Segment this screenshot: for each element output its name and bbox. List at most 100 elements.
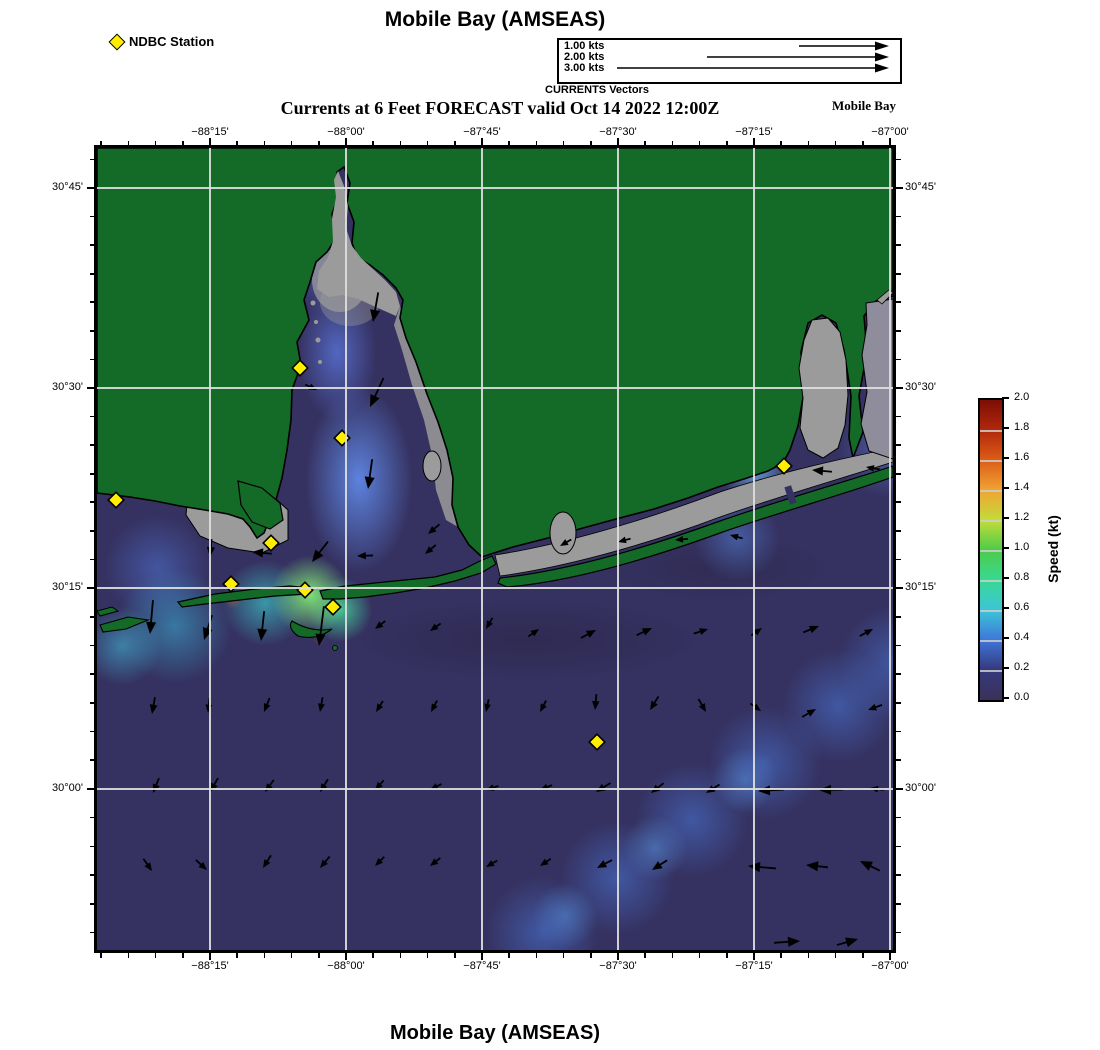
arrow-shaft: [872, 467, 880, 471]
current-arrow: [592, 693, 600, 710]
major-tick-left: [87, 187, 94, 189]
lon-label-bottom: −87°15': [735, 960, 773, 972]
perdido-pass: [784, 485, 797, 505]
ndbc-station-marker: [296, 581, 314, 599]
colorbar-divider: [980, 460, 1002, 462]
legend-speed-label: 1.00 kts: [564, 40, 605, 52]
colorbar-tick: [1002, 517, 1009, 519]
current-arrow: [430, 857, 441, 866]
arrow-shaft: [488, 617, 494, 624]
arrow-head: [758, 785, 771, 796]
current-arrow: [149, 697, 158, 714]
minor-tick-top: [508, 140, 510, 145]
lat-label-right: 30°15': [905, 581, 936, 593]
arrow-head: [430, 623, 439, 631]
west-islet: [97, 606, 120, 617]
arrow-head: [866, 465, 875, 472]
current-arrow: [774, 936, 800, 947]
arrow-shaft: [207, 697, 211, 706]
colorbar-tick: [1002, 397, 1009, 399]
arrow-head: [205, 704, 213, 713]
vector-scale-legend: 1.00 kts 2.00 kts 3.00 kts: [557, 38, 902, 84]
arrow-head: [149, 704, 158, 714]
current-arrow: [860, 861, 881, 872]
colorbar-divider: [980, 430, 1002, 432]
current-arrow: [836, 937, 858, 948]
current-arrow: [202, 614, 213, 640]
current-arrow: [486, 859, 498, 867]
arrow-head: [650, 700, 658, 710]
minor-tick-right: [896, 702, 901, 704]
arrow-shaft: [435, 622, 442, 628]
minor-tick-bottom: [372, 953, 374, 958]
current-arrow: [697, 698, 706, 712]
arrow-shaft: [580, 633, 590, 639]
colorbar-divider: [980, 580, 1002, 582]
arrow-head: [144, 862, 152, 871]
colorbar-tick: [1002, 637, 1009, 639]
colorbar-tick-label: 0.6: [1014, 601, 1030, 613]
minor-tick-bottom: [698, 953, 701, 958]
colorbar-tick-label: 2.0: [1014, 391, 1030, 403]
lon-label-bottom: −87°00': [871, 960, 909, 972]
legend-arrow-head: [875, 52, 889, 62]
arrow-head: [864, 629, 873, 636]
minor-tick-left: [89, 673, 94, 675]
dauphin-island: [176, 585, 311, 608]
petit-bois-island: [99, 616, 151, 633]
minor-tick-left: [89, 272, 94, 275]
minor-tick-right: [896, 845, 901, 848]
colorbar-divider: [980, 490, 1002, 492]
arrow-shaft: [432, 523, 441, 531]
minor-tick-left: [89, 759, 94, 762]
current-arrow: [597, 859, 613, 868]
minor-tick-bottom: [290, 953, 293, 958]
ndbc-station-marker: [262, 534, 280, 552]
minor-tick-bottom: [807, 953, 810, 958]
lat-label-left: 30°00': [52, 782, 83, 794]
major-tick-bottom: [617, 953, 619, 960]
colorbar-tick-label: 1.2: [1014, 511, 1030, 523]
current-arrow: [152, 777, 160, 793]
major-tick-bottom: [209, 953, 211, 960]
arrow-head: [870, 785, 879, 793]
colorbar-tick: [1002, 457, 1009, 459]
arrow-shaft: [802, 628, 812, 634]
ndbc-station-marker: [333, 429, 351, 447]
minor-tick-right: [896, 158, 901, 161]
map-area: [94, 145, 896, 953]
arrow-shaft: [821, 469, 833, 473]
minor-tick-right: [896, 931, 901, 934]
arrow-head: [428, 526, 437, 534]
arrow-head: [753, 628, 762, 636]
arrow-shaft: [486, 699, 490, 706]
arrow-head: [585, 630, 596, 638]
arrow-shaft: [712, 783, 721, 790]
coden-point: [237, 480, 284, 530]
minor-tick-right: [896, 301, 901, 304]
arrow-shaft: [774, 940, 790, 944]
major-tick-top: [209, 138, 211, 145]
minor-tick-right: [896, 272, 901, 275]
arrow-head: [730, 533, 739, 541]
minor-tick-right: [896, 415, 901, 418]
minor-tick-top: [290, 140, 293, 145]
arrow-head: [845, 937, 858, 948]
minor-tick-bottom: [399, 953, 402, 958]
current-arrow: [748, 862, 776, 873]
arrow-head: [530, 629, 539, 637]
arrow-head: [263, 859, 271, 868]
current-arrow: [618, 536, 631, 544]
arrow-head: [318, 703, 325, 712]
arrow-shaft: [373, 377, 385, 398]
arrow-shaft: [155, 777, 160, 787]
lat-label-left: 30°45': [52, 181, 83, 193]
minor-tick-right: [896, 615, 901, 618]
legend-arrow-head: [875, 41, 889, 51]
current-arrow: [431, 700, 438, 712]
sand-island: [289, 620, 333, 638]
arrow-shaft: [876, 788, 884, 791]
minor-tick-top: [127, 140, 130, 145]
minor-tick-left: [89, 615, 94, 618]
minor-tick-left: [89, 472, 94, 475]
